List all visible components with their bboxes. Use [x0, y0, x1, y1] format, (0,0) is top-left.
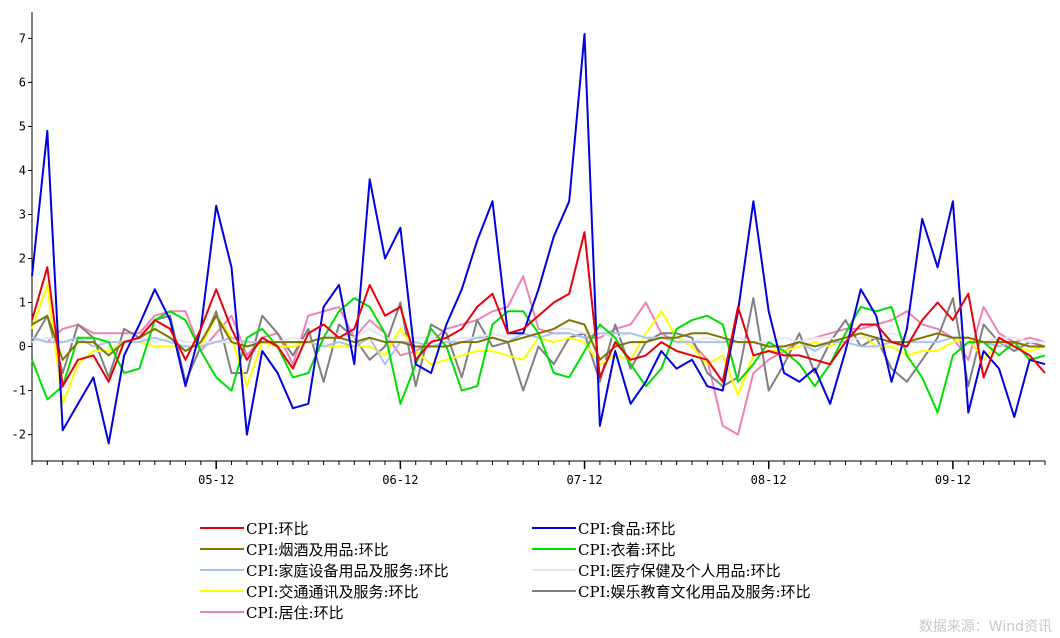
x-tick-label: 09-12 — [935, 473, 971, 487]
watermark: 数据来源：Wind资讯 — [918, 619, 1052, 635]
series-line — [31, 231, 1046, 388]
x-tick-label: 08-12 — [751, 473, 787, 487]
legend-label: CPI:烟酒及用品:环比 — [246, 540, 389, 559]
legend-swatch — [532, 548, 576, 550]
y-tick-label: 3 — [19, 207, 26, 221]
y-tick-label: -1 — [12, 384, 26, 398]
series-layer — [31, 33, 1046, 445]
series-line — [31, 33, 1046, 445]
y-tick-label: 2 — [19, 252, 26, 266]
series-line — [31, 314, 1045, 361]
legend-label: CPI:交通通讯及服务:环比 — [246, 582, 419, 601]
legend-label: CPI:环比 — [246, 519, 309, 538]
chart: -2 -1 0 1 2 3 4 5 6 7 05-12 06-12 07-12 08-12 09-12 — [12, 12, 1046, 487]
legend-item: CPI:娱乐教育文化用品及服务:环比 — [532, 580, 811, 602]
legend-item: CPI:居住:环比 — [200, 601, 344, 623]
legend-label: CPI:家庭设备用品及服务:环比 — [246, 561, 449, 580]
legend-item: CPI:食品:环比 — [532, 517, 676, 539]
y-tick-label: 7 — [19, 31, 26, 45]
legend-swatch — [532, 527, 576, 529]
legend-swatch — [200, 527, 244, 529]
x-tick-label: 06-12 — [382, 473, 418, 487]
legend-swatch — [532, 569, 576, 571]
series-line — [31, 332, 1045, 366]
series-line — [31, 283, 1046, 405]
legend-item: CPI:烟酒及用品:环比 — [200, 538, 389, 560]
y-tick-label: 0 — [19, 340, 26, 354]
x-tick-label: 07-12 — [566, 473, 602, 487]
y-tick-label: -2 — [12, 428, 26, 442]
legend-item: CPI:家庭设备用品及服务:环比 — [200, 559, 449, 581]
legend-swatch — [200, 548, 244, 550]
legend-item: CPI:医疗保健及个人用品:环比 — [532, 559, 781, 581]
legend-swatch — [532, 590, 576, 592]
legend-swatch — [200, 590, 244, 592]
legend-label: CPI:医疗保健及个人用品:环比 — [578, 561, 781, 580]
axes: -2 -1 0 1 2 3 4 5 6 7 05-12 06-12 07-12 08-12 09-12 — [12, 12, 1046, 487]
y-tick-label: 6 — [19, 75, 26, 89]
legend-label: CPI:食品:环比 — [578, 519, 676, 538]
legend-item: CPI:环比 — [200, 517, 309, 539]
legend-item: CPI:交通通讯及服务:环比 — [200, 580, 419, 602]
y-tick-label: 4 — [19, 163, 26, 177]
legend-item: CPI:衣着:环比 — [532, 538, 676, 560]
legend-swatch — [200, 611, 244, 613]
legend-label: CPI:娱乐教育文化用品及服务:环比 — [578, 582, 811, 601]
legend-label: CPI:衣着:环比 — [578, 540, 676, 559]
legend-label: CPI:居住:环比 — [246, 603, 344, 622]
legend-swatch — [200, 569, 244, 571]
x-tick-label: 05-12 — [198, 473, 234, 487]
y-tick-label: 1 — [19, 296, 26, 310]
y-tick-label: 5 — [19, 119, 26, 133]
